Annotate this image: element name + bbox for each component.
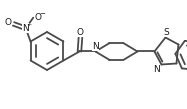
Text: O: O: [77, 28, 84, 37]
Text: O: O: [34, 13, 41, 22]
Text: N: N: [153, 65, 160, 74]
Text: N: N: [22, 24, 29, 33]
Text: O: O: [4, 18, 12, 27]
Text: N: N: [92, 42, 99, 51]
Text: S: S: [164, 28, 169, 37]
Text: +: +: [27, 22, 32, 27]
Text: −: −: [39, 11, 45, 17]
